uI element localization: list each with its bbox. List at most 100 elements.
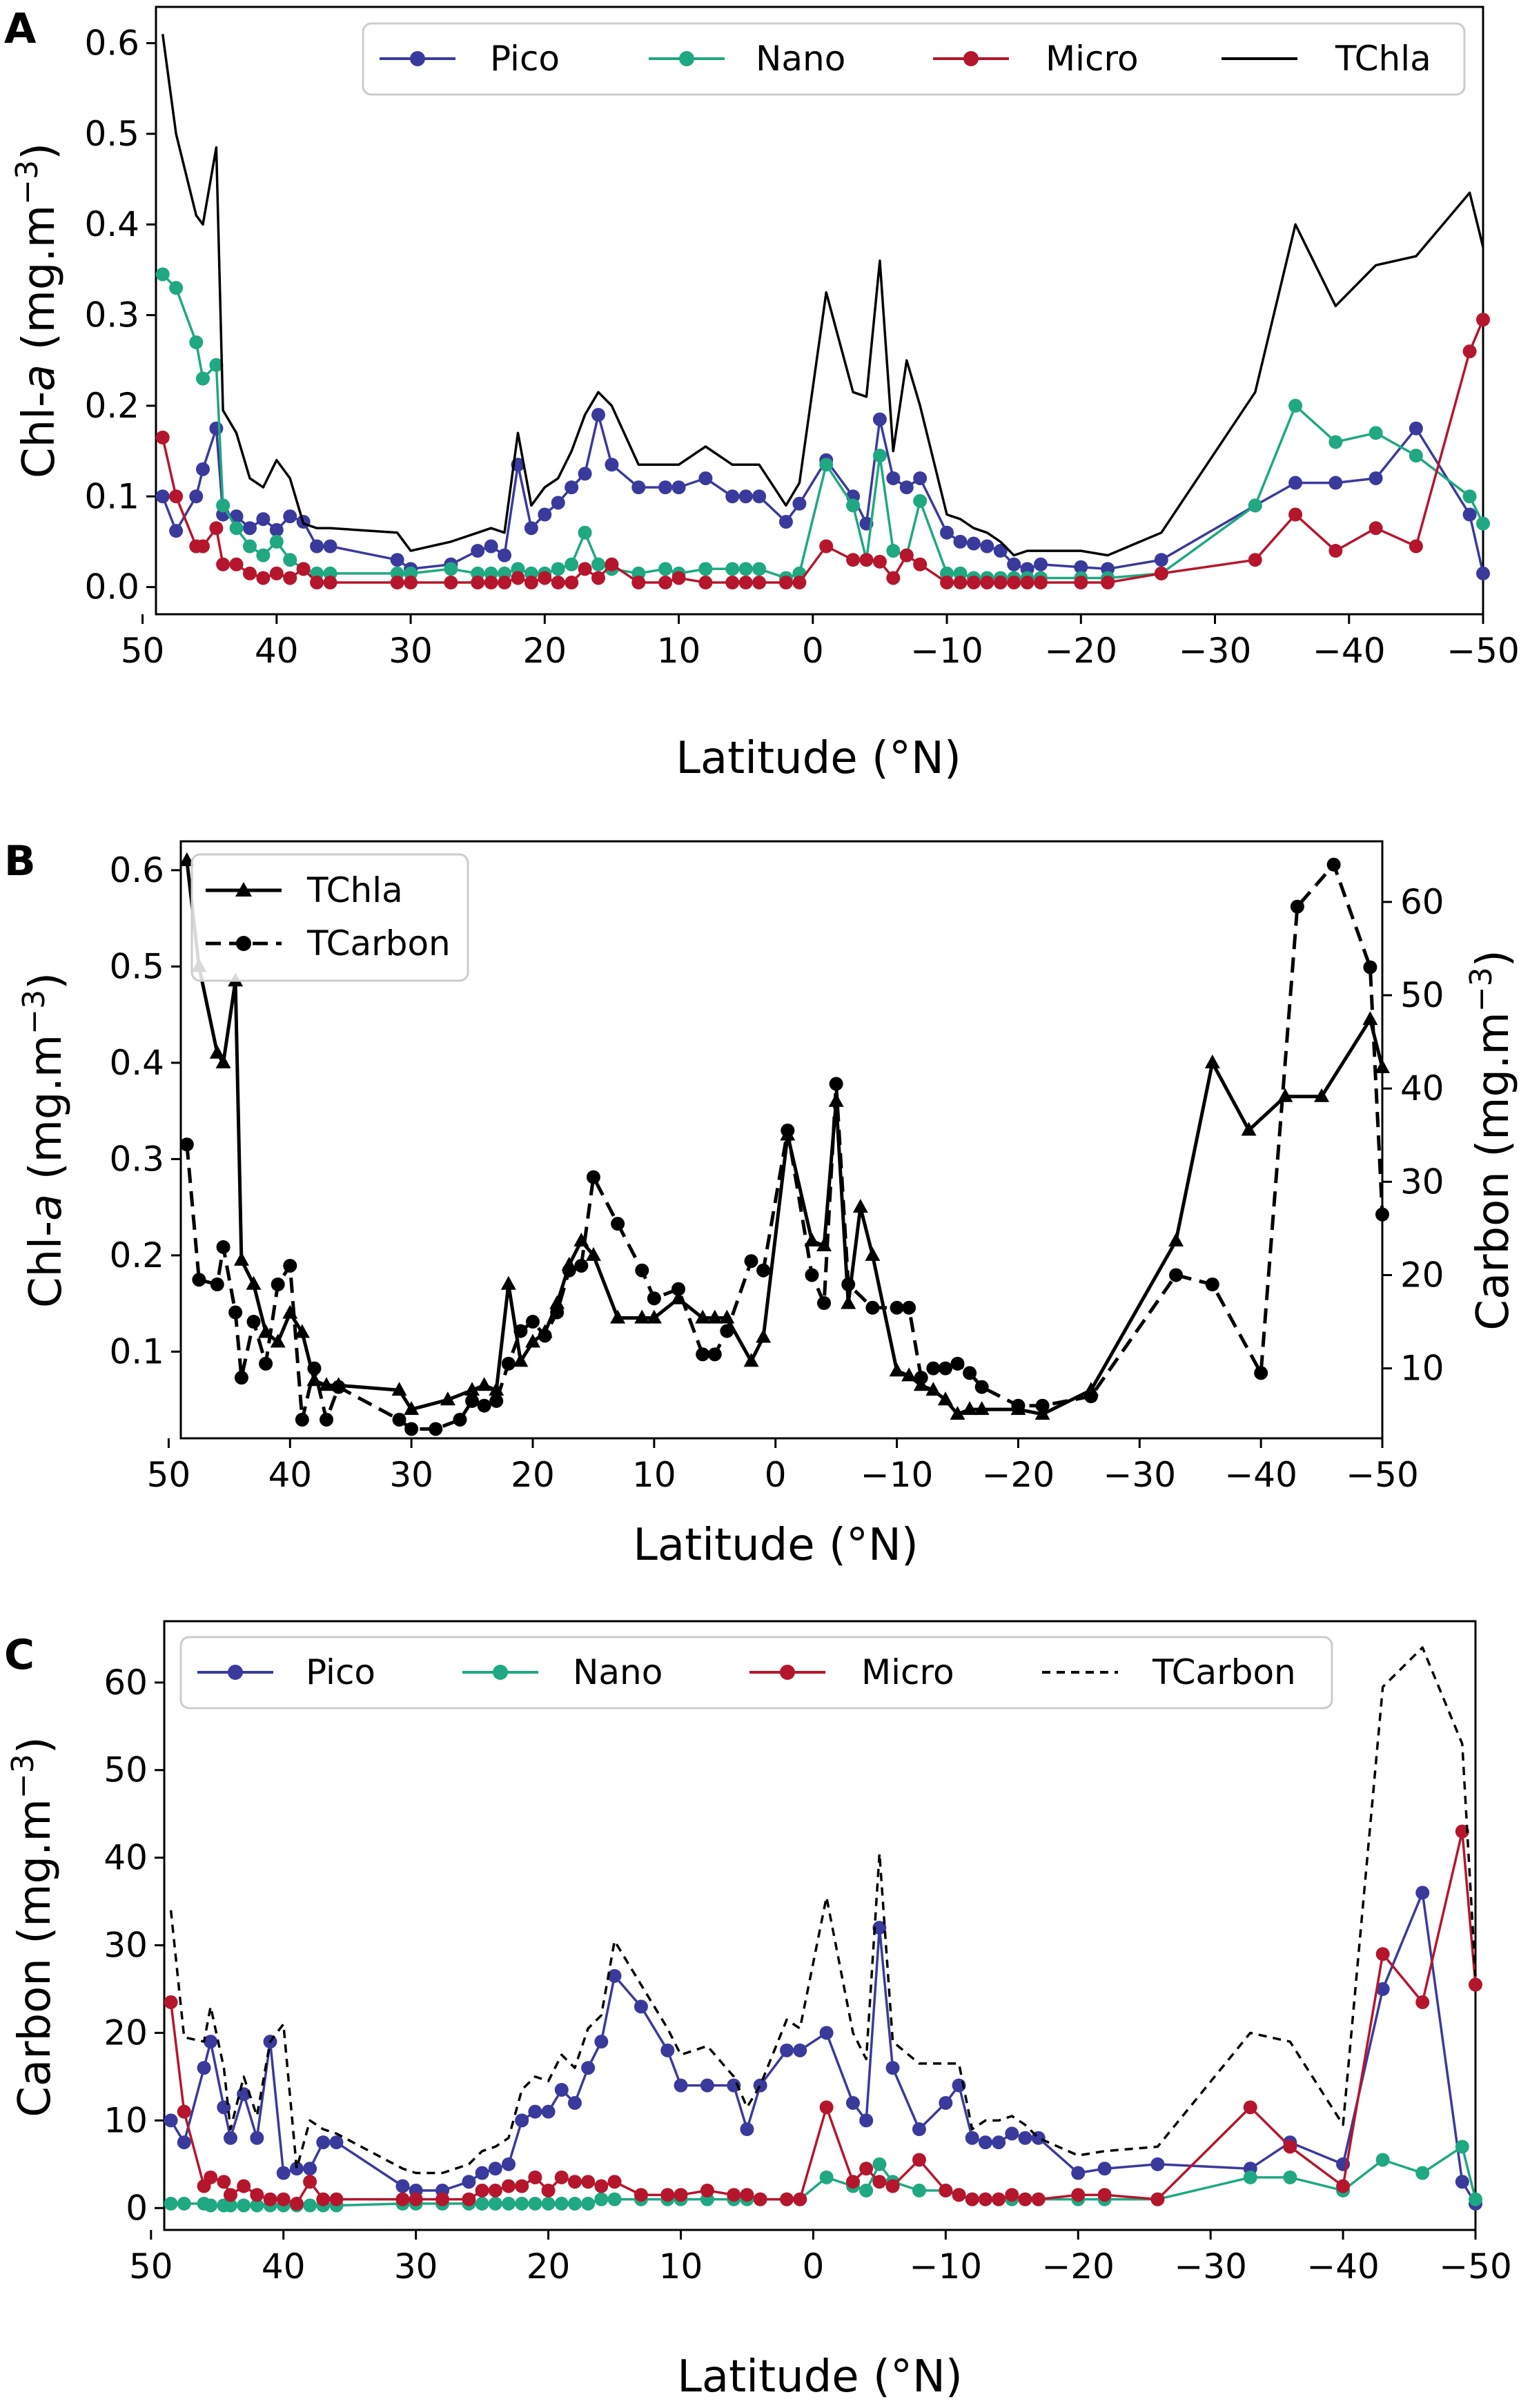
- data-point-micro: [541, 2183, 556, 2197]
- data-point-micro: [1336, 2179, 1351, 2193]
- data-point-pico: [329, 2135, 344, 2150]
- data-point-micro: [316, 2192, 331, 2206]
- data-point-tcarbon: [392, 1412, 406, 1427]
- data-point-nano: [242, 539, 257, 554]
- data-point-nano: [155, 267, 170, 282]
- data-point-micro: [980, 576, 994, 590]
- panel-c-xlabel: Latitude (°N): [677, 2351, 963, 2402]
- data-point-pico: [631, 480, 646, 495]
- data-point-tcarbon: [1205, 1277, 1219, 1291]
- x-tick-label: −40: [1313, 631, 1386, 671]
- x-tick-label: 40: [268, 1455, 312, 1495]
- data-point-nano: [189, 335, 204, 349]
- data-point-tcarbon: [756, 1263, 771, 1278]
- y-tick-label: 20: [104, 2013, 148, 2053]
- data-point-pico: [177, 2135, 191, 2150]
- data-point-nano: [594, 2192, 609, 2206]
- data-point-micro: [778, 576, 793, 590]
- data-point-pico: [872, 412, 887, 427]
- x-tick-label: −10: [910, 631, 983, 671]
- data-point-tcarbon: [781, 1123, 795, 1137]
- x-tick-label: 50: [147, 1455, 191, 1495]
- data-point-tchla: [215, 1054, 231, 1068]
- legend-a-nano: Nano: [649, 39, 845, 79]
- data-point-tcarbon: [192, 1273, 206, 1287]
- data-point-micro: [1071, 2188, 1086, 2202]
- data-point-pico: [1415, 1886, 1430, 1900]
- data-point-tchla: [695, 1309, 711, 1324]
- data-point-nano: [209, 358, 224, 372]
- data-point-micro: [1462, 344, 1477, 359]
- data-point-micro: [845, 2175, 860, 2189]
- data-point-nano: [1248, 498, 1262, 513]
- legend-c-tcarbon: TCarbon: [1042, 1652, 1296, 1692]
- data-point-pico: [551, 496, 565, 510]
- y-tick-label: 0.3: [84, 295, 139, 335]
- data-point-nano: [283, 553, 297, 567]
- data-point-pico: [980, 539, 994, 554]
- data-point-tcarbon: [210, 1277, 224, 1291]
- data-point-micro: [323, 576, 337, 590]
- data-point-micro: [740, 2188, 754, 2202]
- data-point-tcarbon: [1083, 1389, 1098, 1404]
- data-point-pico: [581, 2061, 596, 2075]
- data-point-micro: [846, 553, 861, 567]
- data-point-tcarbon: [926, 1361, 941, 1376]
- data-point-tcarbon: [974, 1380, 989, 1394]
- data-point-micro: [1369, 521, 1383, 536]
- y-tick-label: 0.6: [84, 23, 139, 63]
- data-point-pico: [524, 521, 538, 536]
- data-point-tchla: [707, 1309, 723, 1324]
- data-point-micro: [993, 576, 1008, 590]
- data-point-pico: [1462, 507, 1477, 522]
- legend-c-nano-label: Nano: [573, 1652, 663, 1692]
- data-point-nano: [515, 2196, 529, 2211]
- data-point-nano: [658, 562, 673, 576]
- data-point-nano: [195, 371, 210, 386]
- data-point-tchla: [179, 852, 195, 866]
- data-point-pico: [223, 2131, 237, 2145]
- data-point-micro: [250, 2188, 264, 2202]
- data-point-pico: [1018, 2131, 1032, 2145]
- data-point-pico: [992, 2135, 1006, 2150]
- data-point-tcarbon: [228, 1305, 243, 1320]
- data-point-micro: [169, 489, 184, 504]
- data-point-tchla: [270, 1333, 286, 1348]
- data-point-pico: [634, 1999, 648, 2014]
- data-point-micro: [1469, 1977, 1482, 1992]
- y-tick-label: 50: [104, 1750, 148, 1790]
- y-tick-label: 0.2: [84, 386, 139, 426]
- x-tick-label: 40: [255, 631, 299, 671]
- data-point-pico: [1154, 553, 1168, 567]
- data-point-tchla: [246, 1275, 262, 1290]
- data-point-tchla: [756, 1329, 772, 1343]
- data-point-micro: [966, 576, 981, 590]
- data-point-pico: [1071, 2166, 1086, 2180]
- data-point-micro: [899, 548, 914, 562]
- panel-c-letter: C: [4, 1631, 35, 1679]
- data-point-micro: [524, 576, 538, 590]
- y-tick-label: 0.4: [84, 204, 139, 244]
- data-point-tcarbon: [216, 1240, 231, 1254]
- data-point-nano: [269, 534, 284, 549]
- data-point-pico: [488, 2162, 502, 2176]
- data-point-micro: [912, 2153, 926, 2167]
- panel-b-y-ticks: 0.1 0.2 0.3 0.4 0.5 0.6: [109, 850, 181, 1371]
- data-point-tchla: [513, 1353, 529, 1367]
- data-point-tchla: [937, 1391, 953, 1406]
- data-point-micro: [435, 2192, 450, 2206]
- data-point-pico: [1288, 476, 1303, 490]
- data-point-tcarbon: [562, 1263, 576, 1278]
- x-tick-label: −30: [1179, 631, 1252, 671]
- data-point-micro: [752, 576, 767, 590]
- data-point-pico: [498, 548, 512, 562]
- data-point-nano: [475, 2196, 489, 2211]
- data-point-micro: [1007, 576, 1021, 590]
- data-point-micro: [204, 2170, 218, 2184]
- data-point-tchla: [294, 1324, 310, 1338]
- data-point-pico: [780, 2043, 794, 2057]
- data-point-pico: [1007, 557, 1021, 571]
- panel-a-ylabel: Chl-a (mg.m−3): [10, 143, 65, 478]
- data-point-tcarbon: [671, 1282, 686, 1296]
- data-point-micro: [859, 2162, 874, 2176]
